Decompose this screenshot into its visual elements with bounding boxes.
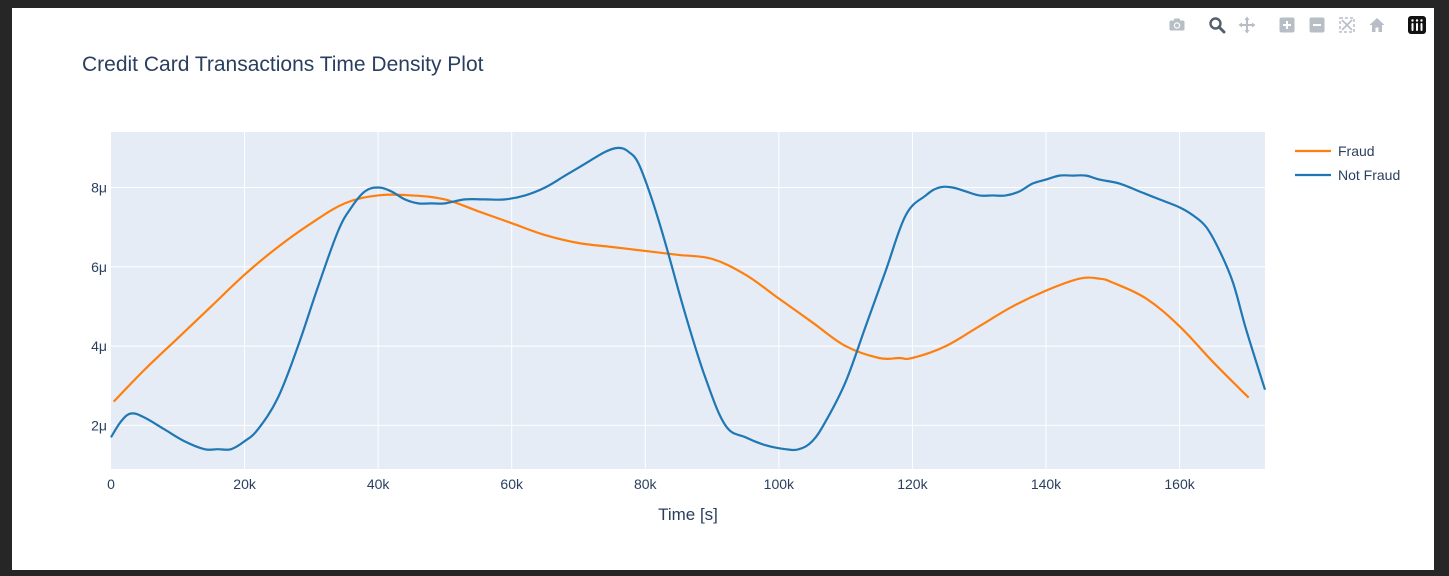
y-tick-label: 2μ	[91, 417, 107, 433]
plotly-logo-icon[interactable]	[1406, 14, 1428, 36]
x-tick-label: 120k	[897, 476, 928, 492]
x-tick-label: 20k	[233, 476, 257, 492]
chart-title: Credit Card Transactions Time Density Pl…	[82, 53, 484, 76]
y-tick-label: 8μ	[91, 180, 107, 196]
legend-label: Not Fraud	[1338, 167, 1400, 183]
plot-area[interactable]	[111, 132, 1265, 469]
y-tick-label: 4μ	[91, 338, 107, 354]
reset-axes-icon[interactable]	[1366, 14, 1388, 36]
legend-label: Fraud	[1338, 143, 1375, 159]
x-tick-label: 80k	[634, 476, 658, 492]
modebar	[1158, 14, 1428, 36]
x-tick-label: 40k	[367, 476, 391, 492]
y-tick-label: 6μ	[91, 259, 107, 275]
x-tick-label: 160k	[1164, 476, 1195, 492]
zoom-out-icon[interactable]	[1306, 14, 1328, 36]
x-tick-label: 100k	[764, 476, 795, 492]
x-axis-title: Time [s]	[658, 505, 718, 524]
zoom-in-icon[interactable]	[1276, 14, 1298, 36]
x-tick-label: 60k	[500, 476, 524, 492]
series-line-fraud[interactable]	[112, 193, 1250, 403]
camera-icon[interactable]	[1166, 14, 1188, 36]
autoscale-icon[interactable]	[1336, 14, 1358, 36]
series-line-not-fraud[interactable]	[110, 146, 1267, 452]
pan-icon[interactable]	[1236, 14, 1258, 36]
legend-item-not-fraud[interactable]: Not Fraud	[1295, 167, 1400, 183]
legend: Fraud Not Fraud	[1295, 143, 1400, 183]
legend-item-fraud[interactable]: Fraud	[1295, 143, 1375, 159]
chart-container: 0 20k 40k 60k 80k 100k 120k 140k 160k 2μ 4μ 6μ 8μ Cr…	[12, 8, 1434, 570]
x-tick-label: 0	[107, 476, 115, 492]
zoom-icon[interactable]	[1206, 14, 1228, 36]
x-tick-label: 140k	[1031, 476, 1062, 492]
density-chart: 0 20k 40k 60k 80k 100k 120k 140k 160k 2μ 4μ 6μ 8μ Cr…	[82, 53, 1400, 524]
